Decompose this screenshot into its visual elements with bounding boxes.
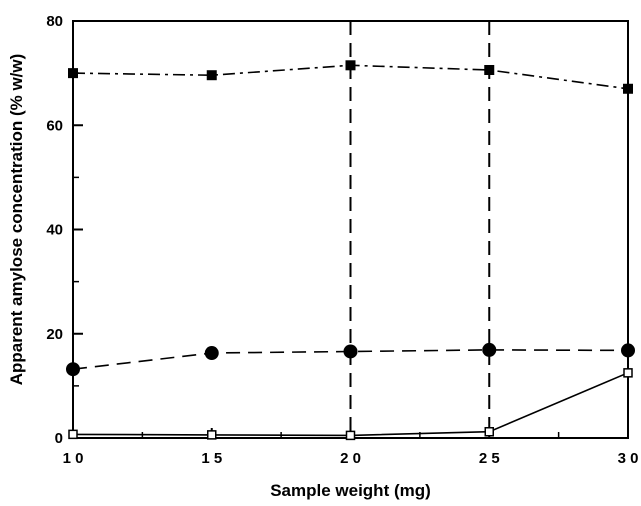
x-tick-label: 2 0 (340, 450, 361, 467)
series-3-point (623, 368, 633, 378)
series-1-point (345, 60, 356, 71)
series-2-point (66, 362, 80, 377)
series-3-point (207, 430, 217, 440)
y-axis-title: Apparent amylose concentration (% w/w) (7, 54, 26, 386)
series-3-point (345, 430, 356, 441)
series-2-point (482, 342, 497, 357)
series-2-point (204, 346, 219, 361)
x-tick-label: 1 5 (201, 450, 222, 467)
y-tick-label: 0 (55, 430, 63, 447)
series-3-point (484, 426, 494, 437)
reference-lines (349, 21, 491, 438)
y-tick-label: 40 (46, 222, 63, 239)
x-axis-title: Sample weight (mg) (270, 481, 431, 500)
series-2-point (621, 343, 635, 358)
y-tick-label: 20 (46, 326, 63, 343)
y-tick-label: 60 (46, 117, 63, 134)
y-tick-label: 80 (46, 13, 63, 30)
ticks: 0 20 40 60 80 1 0 1 5 2 0 2 5 3 0 (46, 13, 638, 467)
x-tick-label: 1 0 (63, 450, 84, 467)
series-1-point (484, 64, 495, 75)
series-markers (66, 60, 635, 441)
series-1-point (68, 68, 78, 79)
series-2-point (343, 344, 358, 359)
series-1-point (206, 70, 217, 81)
series-1-point (623, 83, 633, 94)
series-2-line (72, 349, 629, 370)
x-tick-label: 3 0 (618, 450, 639, 467)
x-tick-label: 2 5 (479, 450, 500, 467)
series-3-point (68, 429, 78, 440)
